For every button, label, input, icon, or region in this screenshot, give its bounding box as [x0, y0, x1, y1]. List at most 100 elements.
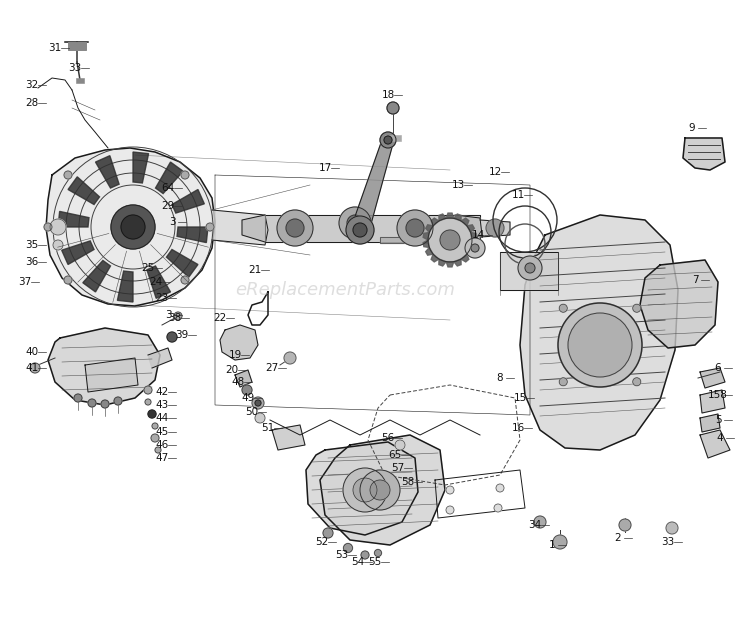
- Circle shape: [395, 440, 405, 450]
- Text: 40: 40: [26, 347, 38, 357]
- Circle shape: [74, 394, 82, 402]
- Text: 17: 17: [319, 163, 332, 173]
- Text: 37: 37: [19, 277, 32, 287]
- Text: 8: 8: [496, 373, 503, 383]
- Polygon shape: [58, 211, 89, 227]
- Text: 58: 58: [401, 477, 415, 487]
- Circle shape: [384, 136, 392, 144]
- Circle shape: [148, 410, 156, 418]
- Text: 32: 32: [26, 80, 39, 90]
- Circle shape: [633, 304, 640, 312]
- Polygon shape: [147, 266, 170, 298]
- Text: 52: 52: [316, 537, 328, 547]
- Circle shape: [151, 434, 159, 442]
- Circle shape: [387, 102, 399, 114]
- Text: 11: 11: [512, 190, 525, 200]
- Polygon shape: [155, 162, 183, 193]
- Circle shape: [323, 528, 333, 538]
- Polygon shape: [212, 210, 268, 245]
- Text: 20: 20: [226, 365, 238, 375]
- Circle shape: [44, 223, 52, 231]
- Polygon shape: [62, 241, 94, 265]
- Circle shape: [64, 171, 72, 179]
- Text: 65: 65: [388, 450, 402, 460]
- Circle shape: [30, 363, 40, 373]
- Circle shape: [496, 484, 504, 492]
- Circle shape: [486, 219, 504, 237]
- Circle shape: [558, 303, 642, 387]
- Circle shape: [144, 386, 152, 394]
- Circle shape: [121, 215, 145, 239]
- Circle shape: [518, 256, 542, 280]
- Text: 35: 35: [26, 240, 39, 250]
- Polygon shape: [235, 370, 252, 387]
- Text: 158: 158: [708, 390, 728, 400]
- Circle shape: [174, 312, 182, 320]
- Text: 51: 51: [262, 423, 274, 433]
- Text: 16: 16: [512, 423, 525, 433]
- Text: 47: 47: [155, 453, 169, 463]
- Text: 57: 57: [392, 463, 405, 473]
- Circle shape: [560, 378, 567, 386]
- Text: 18: 18: [382, 90, 394, 100]
- Polygon shape: [306, 442, 418, 535]
- Polygon shape: [426, 225, 433, 232]
- Text: 42: 42: [155, 387, 169, 397]
- Polygon shape: [320, 435, 445, 545]
- Circle shape: [406, 219, 424, 237]
- Circle shape: [619, 519, 631, 531]
- Polygon shape: [640, 260, 718, 348]
- Circle shape: [525, 263, 535, 273]
- Circle shape: [206, 223, 214, 231]
- Circle shape: [64, 276, 72, 284]
- Circle shape: [145, 399, 151, 405]
- Text: 49: 49: [242, 393, 255, 403]
- Circle shape: [181, 171, 189, 179]
- Circle shape: [428, 218, 472, 262]
- Text: 64: 64: [161, 183, 175, 193]
- Polygon shape: [352, 140, 394, 235]
- Circle shape: [277, 210, 313, 246]
- Text: 1: 1: [549, 540, 555, 550]
- Circle shape: [155, 447, 161, 453]
- Text: 2: 2: [615, 533, 621, 543]
- Polygon shape: [683, 138, 725, 170]
- Text: 23: 23: [155, 293, 169, 303]
- Text: 6: 6: [715, 363, 722, 373]
- Circle shape: [343, 468, 387, 512]
- Circle shape: [50, 219, 66, 235]
- Circle shape: [339, 207, 371, 239]
- Text: 7: 7: [692, 275, 698, 285]
- Text: eReplacementParts.com: eReplacementParts.com: [235, 281, 455, 300]
- Circle shape: [553, 535, 567, 549]
- Circle shape: [446, 506, 454, 514]
- Text: 21: 21: [248, 265, 262, 275]
- Text: 31: 31: [49, 43, 62, 53]
- Circle shape: [181, 276, 189, 284]
- Text: 54: 54: [352, 557, 364, 567]
- Polygon shape: [454, 214, 461, 221]
- Text: 44: 44: [155, 413, 169, 423]
- Text: 34: 34: [528, 520, 542, 530]
- Polygon shape: [85, 358, 138, 392]
- Text: 48: 48: [232, 377, 244, 387]
- Bar: [385, 135, 401, 141]
- Circle shape: [494, 504, 502, 512]
- Polygon shape: [148, 348, 172, 368]
- Polygon shape: [446, 213, 454, 218]
- Polygon shape: [439, 259, 446, 266]
- Polygon shape: [480, 220, 510, 237]
- Polygon shape: [466, 248, 474, 255]
- Circle shape: [397, 210, 433, 246]
- Bar: [68, 42, 86, 50]
- Polygon shape: [118, 271, 133, 302]
- Circle shape: [370, 480, 390, 500]
- Text: 15: 15: [513, 393, 526, 403]
- Polygon shape: [700, 390, 725, 413]
- Circle shape: [666, 522, 678, 534]
- Text: 45: 45: [155, 427, 169, 437]
- Polygon shape: [423, 232, 429, 240]
- Text: 24: 24: [149, 277, 163, 287]
- Polygon shape: [471, 240, 477, 248]
- Text: 38: 38: [169, 313, 182, 323]
